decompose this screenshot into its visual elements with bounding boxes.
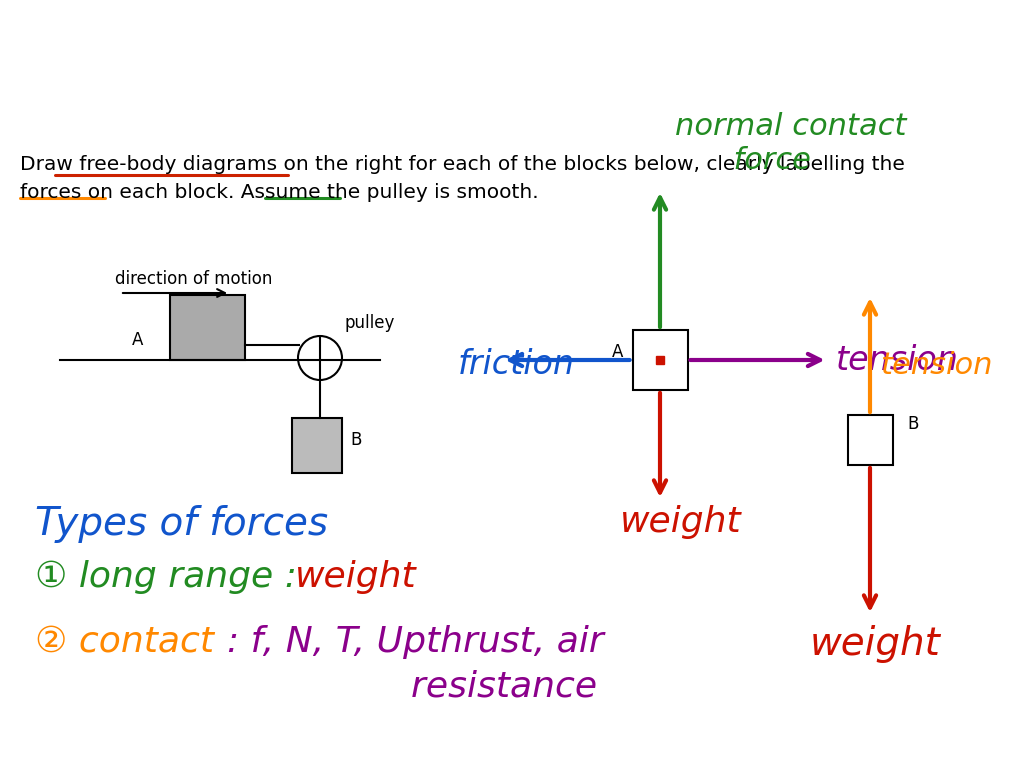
Text: normal contact
      force: normal contact force bbox=[675, 112, 906, 175]
Bar bbox=[848, 415, 893, 465]
Bar bbox=[170, 295, 245, 360]
Text: direction of motion: direction of motion bbox=[115, 270, 272, 288]
Text: Draw free-body diagrams on the right for each of the blocks below, clearly label: Draw free-body diagrams on the right for… bbox=[20, 155, 905, 174]
Text: B: B bbox=[350, 431, 361, 449]
Text: friction: friction bbox=[458, 349, 574, 382]
Text: A: A bbox=[132, 331, 143, 349]
Bar bbox=[633, 330, 687, 390]
Text: tension: tension bbox=[836, 343, 958, 376]
Text: Types of forces: Types of forces bbox=[35, 505, 328, 543]
Text: ① long range :: ① long range : bbox=[35, 560, 308, 594]
Text: A: A bbox=[611, 343, 624, 361]
Text: pulley: pulley bbox=[345, 314, 395, 332]
Text: tension: tension bbox=[880, 350, 992, 379]
Text: forces on each block. Assume the pulley is smooth.: forces on each block. Assume the pulley … bbox=[20, 183, 539, 202]
Text: weight: weight bbox=[295, 560, 417, 594]
Text: weight: weight bbox=[810, 625, 941, 663]
Text: : f, N, T, Upthrust, air
                resistance: : f, N, T, Upthrust, air resistance bbox=[227, 625, 604, 703]
Circle shape bbox=[298, 336, 342, 380]
Bar bbox=[292, 418, 342, 473]
Text: weight: weight bbox=[620, 505, 741, 539]
Text: ② contact: ② contact bbox=[35, 625, 214, 659]
Text: B: B bbox=[907, 415, 919, 433]
